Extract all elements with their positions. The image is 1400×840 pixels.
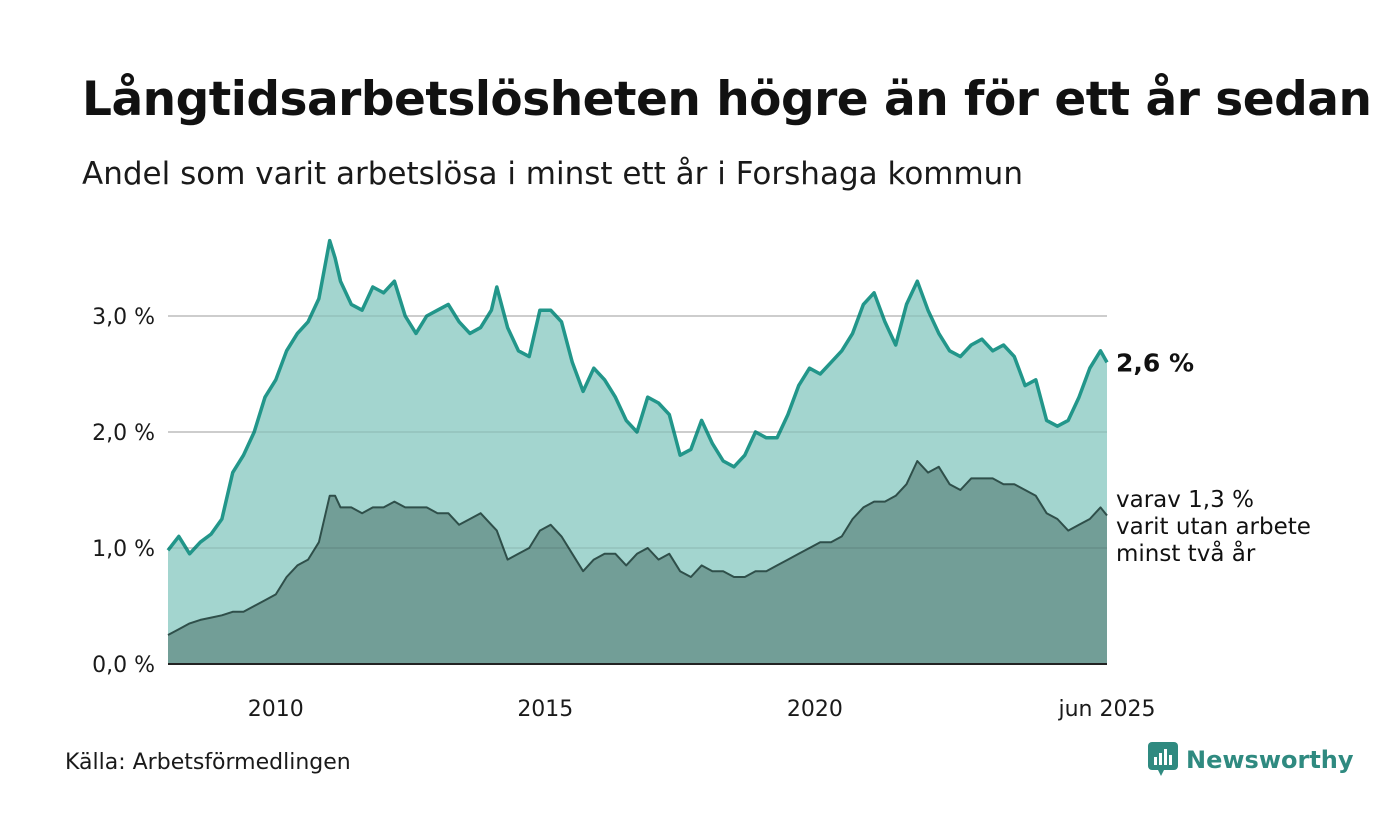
chart-subtitle: Andel som varit arbetslösa i minst ett å…	[82, 156, 1023, 192]
y-tick-label: 3,0 %	[92, 305, 155, 330]
area-series	[166, 238, 1109, 664]
series-area-2	[168, 461, 1107, 664]
x-tick-label: 2010	[248, 697, 304, 722]
brand-name: Newsworthy	[1186, 746, 1354, 774]
series-line-2	[167, 460, 1108, 636]
axes: 0,0 % 1,0 % 2,0 % 3,0 % 2010 2015 2020 jun 2025	[92, 305, 1155, 722]
x-tick-label: 2015	[517, 697, 573, 722]
source-note: Källa: Arbetsförmedlingen	[65, 750, 351, 775]
x-tick-label: jun 2025	[1058, 697, 1156, 722]
series-1-end-label: 2,6 %	[1116, 348, 1194, 377]
x-tick-label: 2020	[787, 697, 843, 722]
bar-chart-bubble-icon	[1148, 742, 1178, 776]
series-line-1	[166, 238, 1109, 556]
series-2-end-label: varit utan arbete	[1116, 514, 1311, 540]
y-tick-label: 0,0 %	[92, 653, 155, 678]
series-2-end-label: minst två år	[1116, 539, 1256, 567]
y-tick-label: 2,0 %	[92, 421, 155, 446]
series-2-end-label: varav 1,3 %	[1116, 487, 1254, 513]
y-tick-label: 1,0 %	[92, 537, 155, 562]
chart-title: Långtidsarbetslösheten högre än för ett …	[82, 72, 1372, 127]
brand-logo: Newsworthy	[1148, 742, 1354, 778]
